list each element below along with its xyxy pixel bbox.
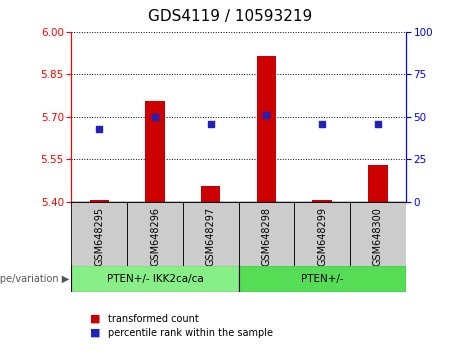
Text: GSM648296: GSM648296 (150, 207, 160, 266)
Bar (313, 200, 332, 202)
Bar (368, 165, 388, 202)
Text: transformed count: transformed count (108, 314, 199, 324)
Bar (183, 202, 238, 266)
Point (374, 121, 382, 126)
Point (263, 112, 270, 118)
Text: PTEN+/-: PTEN+/- (301, 274, 343, 284)
Bar (127, 202, 183, 266)
Point (207, 121, 214, 126)
Point (151, 114, 159, 120)
Bar (294, 202, 350, 266)
Text: GSM648299: GSM648299 (317, 207, 327, 266)
Text: ■: ■ (90, 328, 100, 338)
Text: GSM648295: GSM648295 (95, 207, 104, 266)
Bar (71, 266, 239, 292)
Bar (238, 202, 294, 266)
Text: GDS4119 / 10593219: GDS4119 / 10593219 (148, 9, 313, 24)
Bar (71, 202, 127, 266)
Text: GSM648297: GSM648297 (206, 207, 216, 266)
Text: GSM648298: GSM648298 (261, 207, 272, 266)
Bar (238, 266, 406, 292)
Point (319, 121, 326, 126)
Point (95, 126, 103, 132)
Bar (145, 101, 165, 202)
Text: GSM648300: GSM648300 (373, 207, 383, 266)
Text: genotype/variation ▶: genotype/variation ▶ (0, 274, 69, 284)
Bar (350, 202, 406, 266)
Text: ■: ■ (90, 314, 100, 324)
Bar (201, 186, 220, 202)
Bar (89, 200, 109, 202)
Text: percentile rank within the sample: percentile rank within the sample (108, 328, 273, 338)
Bar (257, 56, 276, 202)
Text: PTEN+/- IKK2ca/ca: PTEN+/- IKK2ca/ca (106, 274, 203, 284)
